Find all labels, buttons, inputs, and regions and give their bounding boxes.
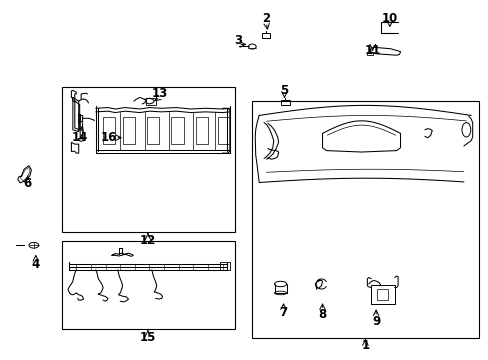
Bar xyxy=(251,101,478,338)
Text: 10: 10 xyxy=(381,12,397,25)
Bar xyxy=(103,117,115,144)
Text: 14: 14 xyxy=(72,131,88,144)
Bar xyxy=(217,117,229,144)
Bar xyxy=(281,100,289,105)
Bar xyxy=(61,241,234,329)
Text: 4: 4 xyxy=(32,258,40,271)
Text: 8: 8 xyxy=(318,308,326,321)
Text: 3: 3 xyxy=(234,34,242,48)
Text: 6: 6 xyxy=(23,177,32,190)
Text: 5: 5 xyxy=(280,84,288,97)
Bar xyxy=(171,117,183,144)
Text: 2: 2 xyxy=(262,12,270,25)
Bar xyxy=(122,117,135,144)
Bar xyxy=(145,98,156,105)
Bar xyxy=(220,262,229,270)
Bar xyxy=(195,117,207,144)
Bar xyxy=(366,51,372,55)
Bar xyxy=(376,289,387,300)
Text: 13: 13 xyxy=(152,87,168,100)
Text: 1: 1 xyxy=(361,339,369,352)
Text: 9: 9 xyxy=(371,315,380,328)
Bar xyxy=(370,285,394,304)
Text: 16: 16 xyxy=(101,131,117,144)
Bar xyxy=(147,117,159,144)
Text: 12: 12 xyxy=(140,234,156,247)
Text: 7: 7 xyxy=(279,306,287,319)
Bar xyxy=(261,33,270,39)
Bar xyxy=(61,87,234,232)
Text: 11: 11 xyxy=(364,44,380,57)
Text: 15: 15 xyxy=(140,330,156,343)
